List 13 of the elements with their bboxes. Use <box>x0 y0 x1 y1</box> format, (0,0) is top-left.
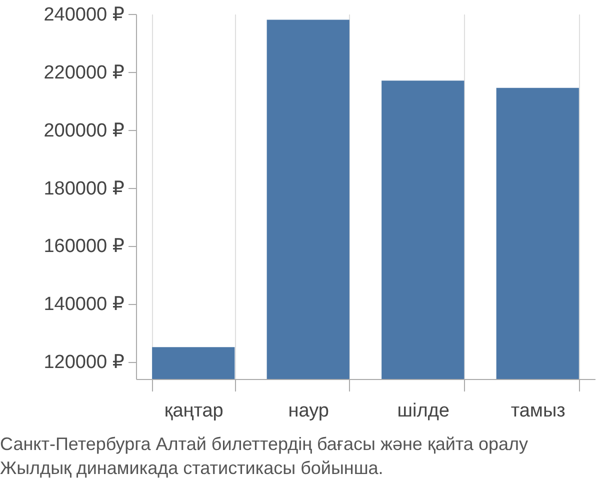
x-tick-label: тамыз <box>510 400 566 422</box>
y-tick-label: 140000 ₽ <box>44 294 124 316</box>
x-tick-label: шілде <box>397 400 450 422</box>
y-tick-label: 200000 ₽ <box>44 120 124 142</box>
y-tick-label: 220000 ₽ <box>44 62 124 84</box>
x-tick-label: қаңтар <box>164 400 224 422</box>
x-tick-label: наур <box>288 400 329 422</box>
y-tick-label: 120000 ₽ <box>44 352 124 374</box>
text: Жылдық динамикада статистикасы бойынша. <box>0 458 384 478</box>
y-tick-label: 160000 ₽ <box>44 236 124 258</box>
y-tick-label: 180000 ₽ <box>44 178 124 200</box>
text: Санкт-Петербурга Алтай билеттердің бағасы және қайта оралу <box>0 434 528 454</box>
y-tick-label: 240000 ₽ <box>44 4 124 26</box>
